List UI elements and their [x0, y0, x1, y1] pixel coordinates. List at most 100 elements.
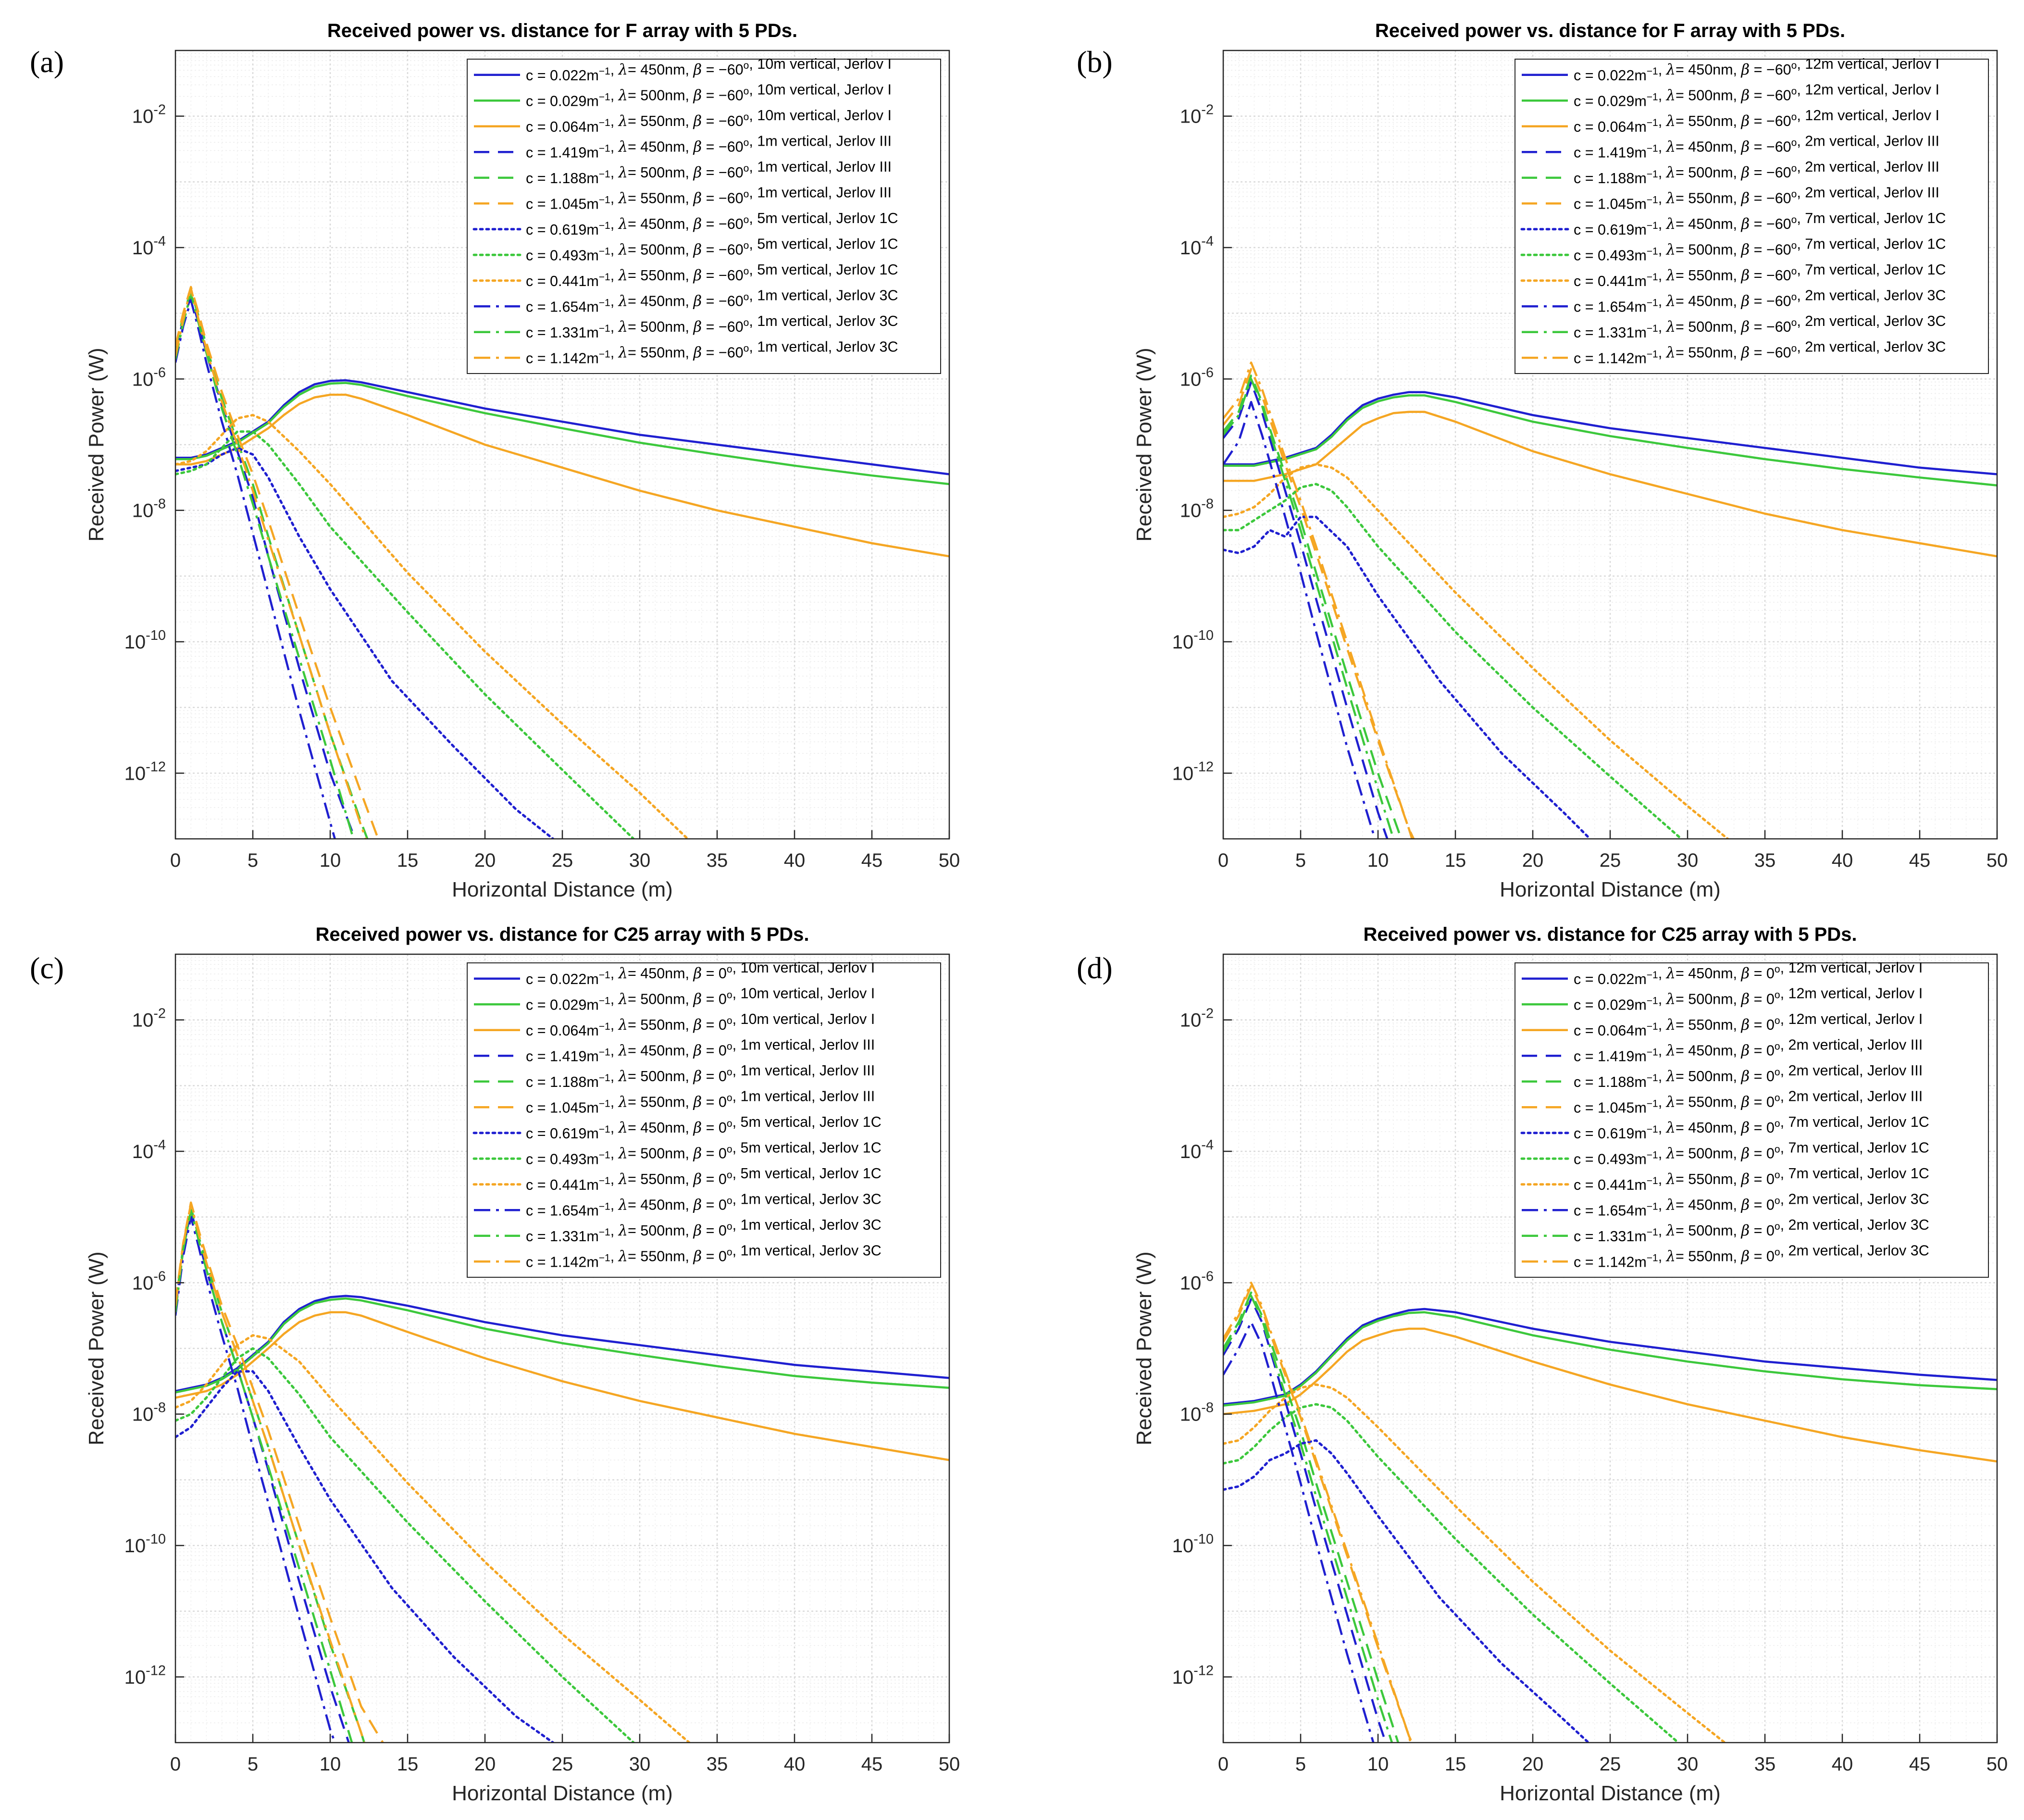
x-tick-label: 15: [397, 1754, 419, 1775]
y-axis-label: Received Power (W): [85, 348, 108, 541]
x-tick-label: 0: [1218, 850, 1229, 871]
x-axis-label: Horizontal Distance (m): [1500, 878, 1721, 901]
y-tick-label: 10-6: [132, 1269, 166, 1294]
legend-entry: c = 1.419m−1, λ= 450nm, β = 0o, 2m verti…: [1574, 1036, 1923, 1064]
y-tick-label: 10-2: [132, 1006, 166, 1031]
x-tick-label: 40: [1832, 850, 1853, 871]
y-axis-label: Received Power (W): [85, 1251, 108, 1445]
legend-entry: c = 1.045m−1, λ= 550nm, β = −60o, 2m ver…: [1574, 184, 1939, 212]
x-tick-label: 45: [1909, 850, 1931, 871]
x-tick-label: 30: [1677, 850, 1699, 871]
series-line-2: [175, 382, 949, 486]
y-tick-label: 10-12: [124, 1663, 166, 1688]
series-line-9: [175, 414, 689, 839]
series-line-2: [1223, 1311, 1997, 1407]
y-tick-label: 10-4: [1180, 1137, 1214, 1162]
x-tick-label: 5: [248, 850, 258, 871]
y-tick-label: 10-4: [132, 234, 166, 259]
legend: c = 0.022m−1, λ= 450nm, β = 0o, 12m vert…: [1515, 960, 1989, 1278]
legend-entry: c = 0.441m−1, λ= 550nm, β = −60o, 7m ver…: [1574, 262, 1946, 289]
panel-label: (a): [30, 45, 64, 79]
y-axis-label: Received Power (W): [1132, 348, 1156, 541]
legend-box: [1515, 59, 1989, 374]
series-line-6: [175, 286, 379, 839]
series-line-2: [1223, 394, 1997, 486]
series-line-8: [175, 1347, 635, 1743]
legend-entry: c = 0.029m−1, λ= 500nm, β = −60o, 10m ve…: [526, 81, 892, 109]
series-line-7: [1223, 515, 1591, 839]
legend-entry: c = 1.188m−1, λ= 500nm, β = −60o, 1m ver…: [526, 159, 892, 187]
x-tick-label: 25: [1600, 1754, 1621, 1775]
legend-entry: c = 0.493m−1, λ= 500nm, β = 0o, 7m verti…: [1574, 1139, 1929, 1167]
legend-entry: c = 0.441m−1, λ= 550nm, β = −60o, 5m ver…: [526, 262, 898, 289]
x-tick-label: 5: [248, 1754, 258, 1775]
y-tick-label: 10-8: [132, 1400, 166, 1425]
y-tick-label: 10-2: [1180, 102, 1214, 127]
series-line-7: [1223, 1439, 1590, 1743]
series-line-12: [1223, 1282, 1412, 1743]
chart-title: Received power vs. distance for F array …: [1375, 20, 1845, 41]
panel-label: (b): [1077, 45, 1113, 79]
x-tick-label: 10: [320, 850, 341, 871]
legend-entry: c = 1.045m−1, λ= 550nm, β = 0o, 2m verti…: [1574, 1088, 1923, 1116]
legend-entry: c = 0.441m−1, λ= 550nm, β = 0o, 5m verti…: [526, 1165, 882, 1193]
legend-entry: c = 1.142m−1, λ= 550nm, β = 0o, 1m verti…: [526, 1242, 882, 1270]
series-line-8: [175, 430, 635, 839]
series-line-10: [1223, 400, 1376, 839]
chart-title: Received power vs. distance for C25 arra…: [315, 924, 809, 945]
series-line-11: [175, 1209, 353, 1743]
x-tick-label: 25: [552, 1754, 573, 1775]
chart-panel-4: (d) Received power vs. distance for C25 a…: [1077, 924, 2008, 1805]
series-line-1: [175, 1295, 949, 1393]
y-tick-label: 10-6: [1180, 1269, 1214, 1294]
series-line-11: [1223, 378, 1395, 839]
series-line-9: [1223, 1383, 1726, 1743]
legend-entry: c = 1.142m−1, λ= 550nm, β = 0o, 2m verti…: [1574, 1242, 1929, 1270]
series-line-9: [175, 1334, 691, 1743]
legend-entry: c = 0.619m−1, λ= 450nm, β = 0o, 5m verti…: [526, 1114, 882, 1142]
y-tick-label: 10-10: [124, 628, 166, 653]
series-line-12: [175, 287, 367, 839]
legend-entry: c = 0.022m−1, λ= 450nm, β = −60o, 12m ve…: [1574, 56, 1939, 84]
x-tick-label: 35: [1754, 850, 1776, 871]
legend-entry: c = 0.493m−1, λ= 500nm, β = −60o, 7m ver…: [1574, 236, 1946, 263]
legend-entry: c = 1.142m−1, λ= 550nm, β = −60o, 2m ver…: [1574, 338, 1946, 366]
x-tick-label: 0: [170, 1754, 181, 1775]
x-tick-label: 0: [1218, 1754, 1229, 1775]
x-tick-label: 20: [474, 850, 496, 871]
series-line-12: [1223, 361, 1413, 839]
x-tick-label: 30: [629, 850, 651, 871]
x-tick-label: 0: [170, 850, 181, 871]
series-line-7: [175, 1370, 555, 1743]
x-tick-label: 10: [1367, 850, 1389, 871]
x-tick-label: 50: [939, 1754, 960, 1775]
legend-entry: c = 0.064m−1, λ= 550nm, β = 0o, 10m vert…: [526, 1011, 875, 1039]
y-tick-label: 10-12: [1172, 759, 1214, 784]
y-tick-label: 10-12: [124, 759, 166, 784]
x-tick-label: 35: [1754, 1754, 1776, 1775]
x-tick-label: 40: [784, 1754, 806, 1775]
legend-entry: c = 1.142m−1, λ= 550nm, β = −60o, 1m ver…: [526, 338, 898, 366]
legend-entry: c = 1.188m−1, λ= 500nm, β = 0o, 2m verti…: [1574, 1062, 1923, 1090]
x-tick-label: 45: [861, 850, 883, 871]
y-tick-label: 10-4: [1180, 234, 1214, 259]
x-tick-label: 50: [1987, 850, 2008, 871]
panel-label: (c): [30, 951, 64, 985]
legend-entry: c = 0.619m−1, λ= 450nm, β = 0o, 7m verti…: [1574, 1114, 1929, 1142]
x-tick-label: 50: [939, 850, 960, 871]
legend-entry: c = 1.045m−1, λ= 550nm, β = 0o, 1m verti…: [526, 1088, 875, 1116]
x-axis-label: Horizontal Distance (m): [452, 878, 673, 901]
x-tick-label: 20: [474, 1754, 496, 1775]
series-line-4: [1223, 1298, 1387, 1743]
legend-entry: c = 1.419m−1, λ= 450nm, β = −60o, 1m ver…: [526, 133, 892, 161]
x-tick-label: 15: [1445, 1754, 1466, 1775]
legend-entry: c = 1.331m−1, λ= 500nm, β = 0o, 1m verti…: [526, 1217, 882, 1245]
legend-entry: c = 0.064m−1, λ= 550nm, β = −60o, 10m ve…: [526, 107, 892, 135]
legend-entry: c = 0.029m−1, λ= 500nm, β = 0o, 12m vert…: [1574, 985, 1923, 1013]
x-axis-label: Horizontal Distance (m): [452, 1782, 673, 1805]
y-tick-label: 10-10: [124, 1532, 166, 1557]
series-line-9: [1223, 463, 1729, 839]
y-tick-label: 10-10: [1172, 628, 1214, 653]
x-tick-label: 5: [1295, 1754, 1306, 1775]
